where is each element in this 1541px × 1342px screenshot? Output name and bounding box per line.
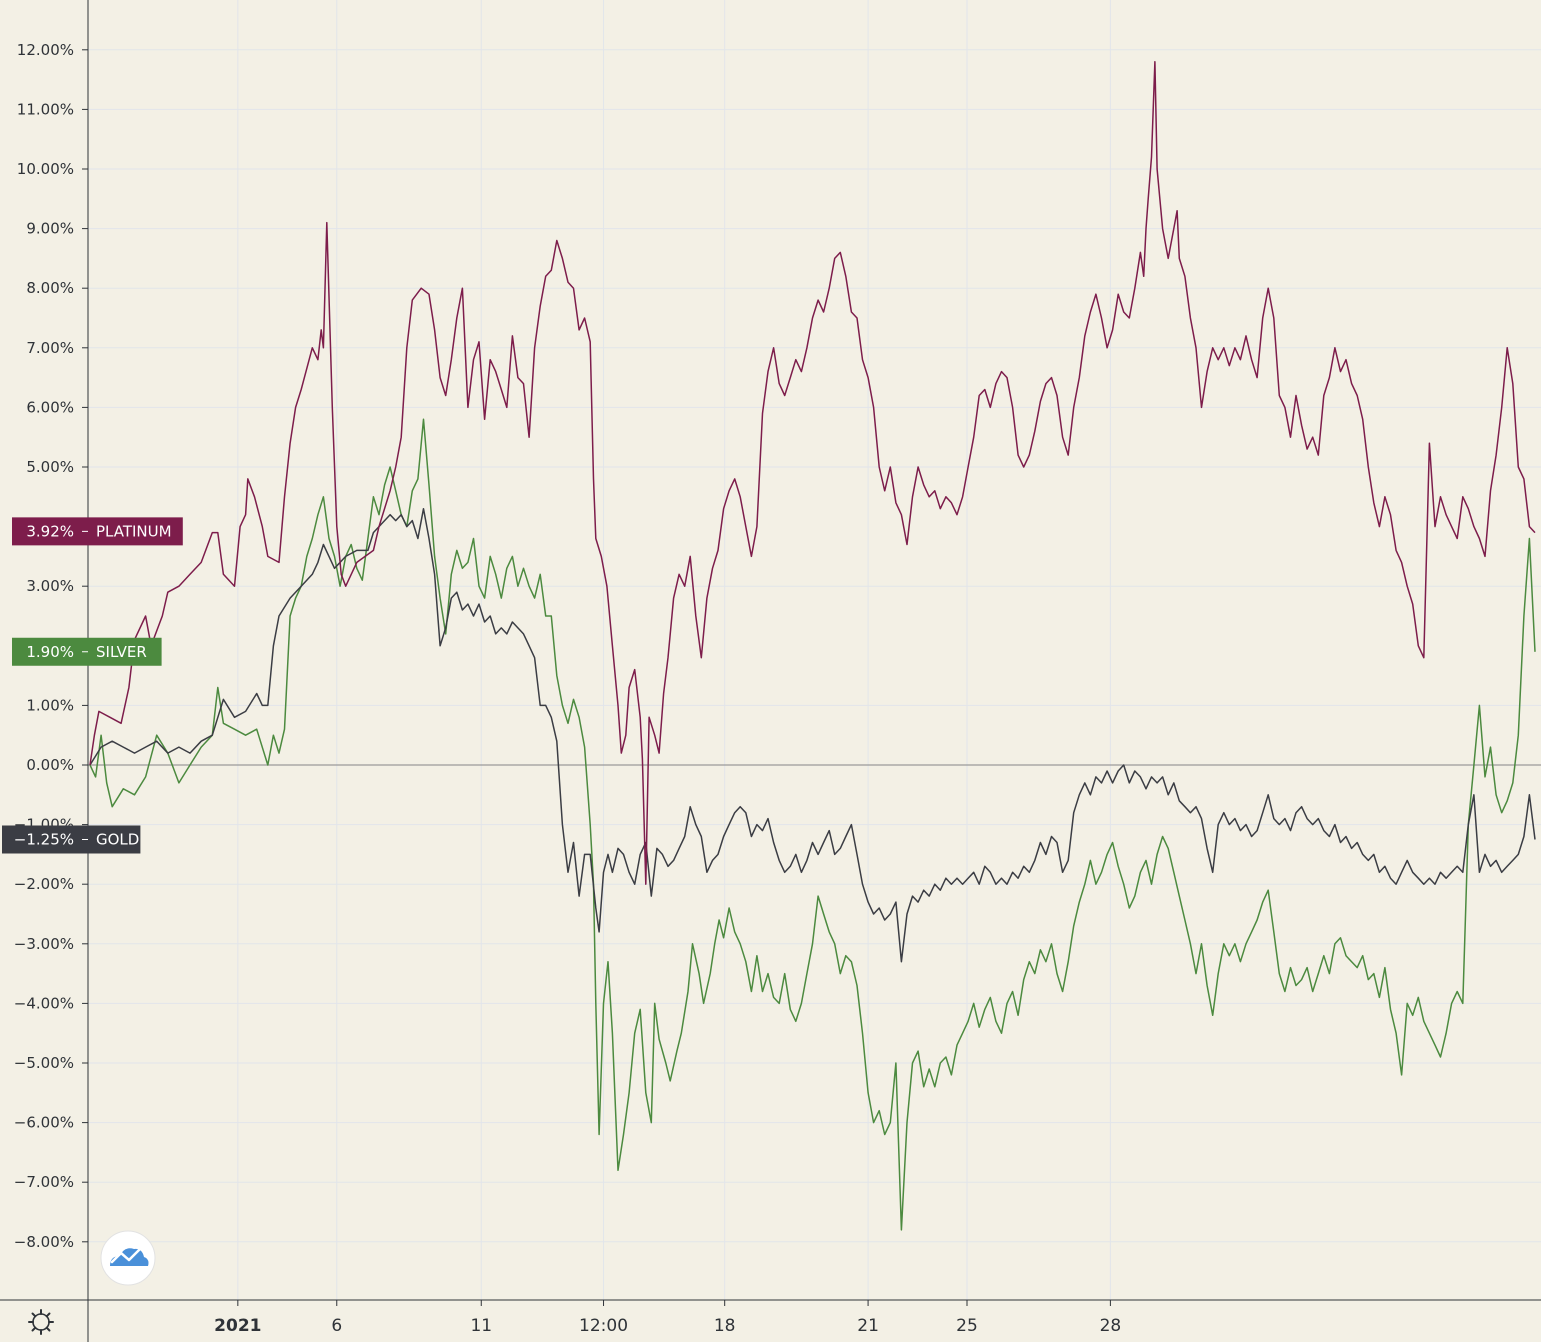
series-tag-platinum: 3.92% PLATINUM [12,517,183,546]
y-tick-label: −8.00% [14,1233,74,1251]
y-tick-label: 5.00% [26,458,74,476]
x-tick-label: 25 [956,1316,978,1336]
series-tag-value: 1.90% [26,643,74,661]
y-tick-label: −6.00% [14,1114,74,1132]
series-tag-value: −1.25% [14,831,74,849]
y-tick-label: 0.00% [26,756,74,774]
y-axis: 12.00% 11.00% 10.00% 9.00% 8.00% 7.00% 6.00% 5.… [14,41,88,1251]
y-tick-label: 9.00% [26,220,74,238]
y-tick-label: 8.00% [26,279,74,297]
series-tag-gold: −1.25% GOLD [2,825,141,854]
series-tag-name: GOLD [96,831,139,849]
series-line-platinum [89,60,1536,885]
axis-tags: 3.92% PLATINUM 1.90% SILVER −1.25% GOLD [2,517,183,854]
x-tick-label: 11 [470,1316,492,1336]
y-tick-label: −7.00% [14,1173,74,1191]
series-group [89,60,1536,1231]
x-tick-label: 6 [331,1316,342,1336]
gear-icon[interactable] [28,1309,54,1335]
series-tag-box [2,825,141,854]
y-tick-label: 12.00% [17,41,74,59]
y-tick-label: −2.00% [14,875,74,893]
y-tick-label: 1.00% [26,696,74,714]
gear-ring [32,1313,50,1331]
x-tick-label: 18 [714,1316,736,1336]
x-tick-label: 12:00 [579,1316,628,1336]
logo-line [110,1247,142,1264]
series-tag-name: PLATINUM [96,522,172,540]
x-axis: 2021 6 11 12:00 18 21 25 28 [214,1300,1121,1336]
y-tick-label: −3.00% [14,935,74,953]
logo-cloud [110,1248,149,1266]
series-line-gold [89,507,1536,963]
y-tick-label: 7.00% [26,339,74,357]
series-tag-silver: 1.90% SILVER [12,637,162,666]
y-tick-label: 6.00% [26,398,74,416]
y-tick-label: 11.00% [17,100,74,118]
y-tick-label: 3.00% [26,577,74,595]
y-tick-label: −4.00% [14,994,74,1012]
tradingview-logo-icon[interactable] [100,1230,156,1286]
series-tag-value: 3.92% [26,522,74,540]
x-tick-label: 28 [1100,1316,1122,1336]
series-tag-box [12,517,183,546]
x-tick-label: 21 [857,1316,879,1336]
series-line-silver [89,418,1536,1231]
y-tick-label: 10.00% [17,160,74,178]
x-tick-label: 2021 [214,1316,261,1336]
y-tick-label: −5.00% [14,1054,74,1072]
series-tag-name: SILVER [96,643,147,661]
